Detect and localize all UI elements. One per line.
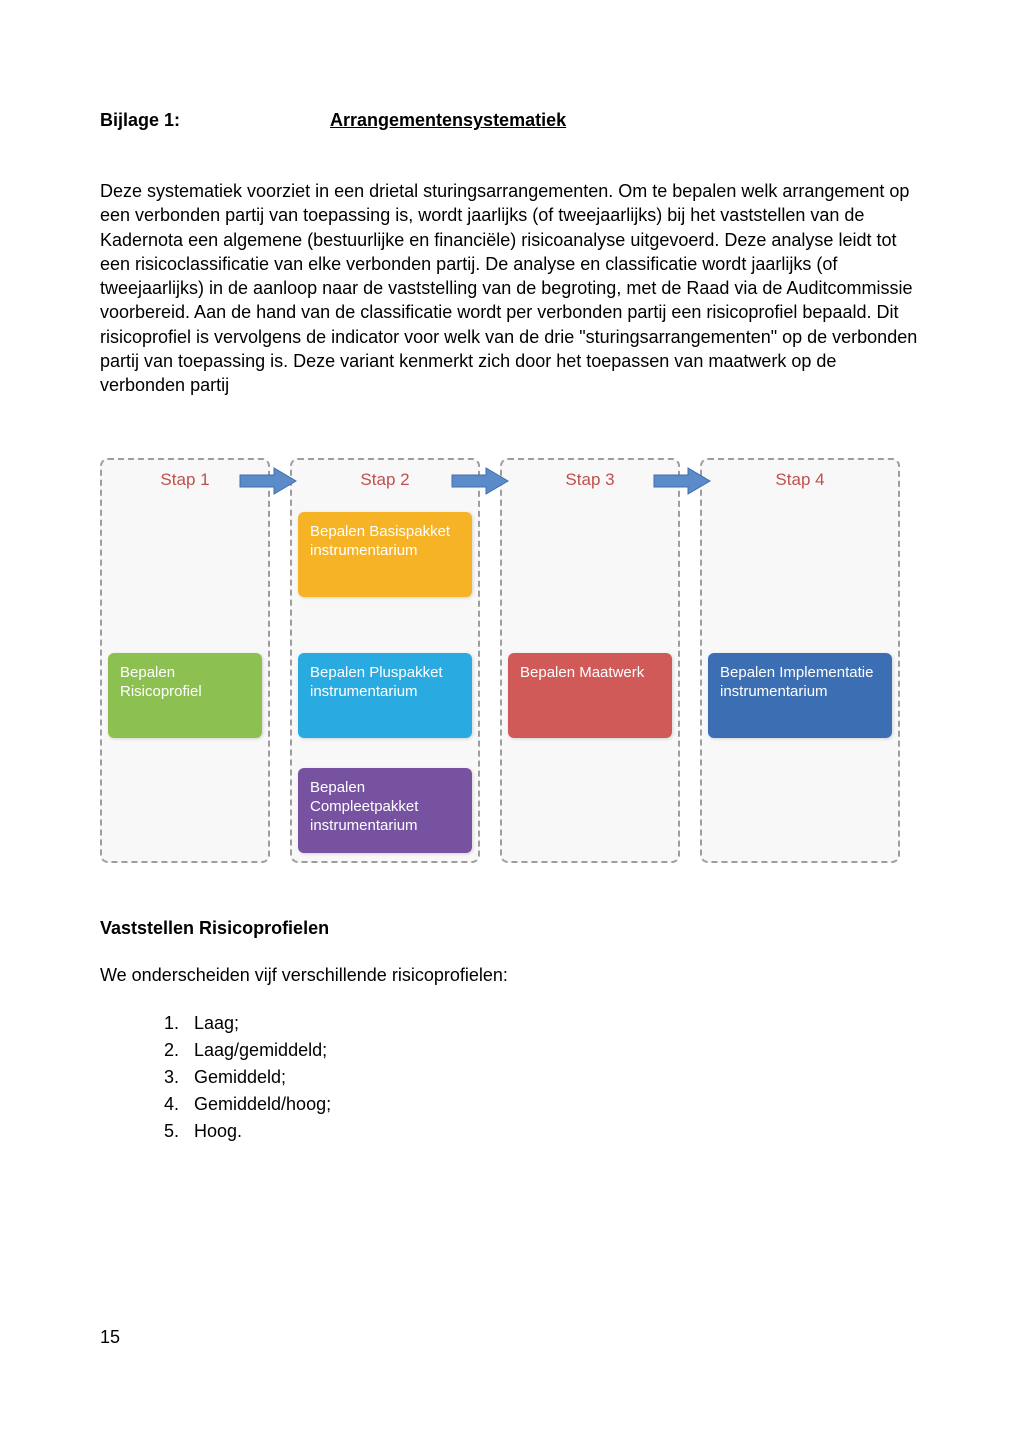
page-heading: Bijlage 1:Arrangementensystematiek bbox=[100, 110, 924, 131]
arrow-icon bbox=[652, 466, 712, 496]
flowchart-box-b6: Bepalen Implementatie instrumentarium bbox=[708, 653, 892, 738]
heading-right: Arrangementensystematiek bbox=[330, 110, 566, 130]
intro-paragraph: Deze systematiek voorziet in een drietal… bbox=[100, 179, 924, 398]
section-title: Vaststellen Risicoprofielen bbox=[100, 918, 924, 939]
flowchart-box-b1: Bepalen Risicoprofiel bbox=[108, 653, 262, 738]
profile-item: Laag; bbox=[184, 1010, 924, 1037]
arrow-icon bbox=[238, 466, 298, 496]
flowchart-box-b4: Bepalen Compleetpakket instrumentarium bbox=[298, 768, 472, 853]
profile-item: Gemiddeld; bbox=[184, 1064, 924, 1091]
flowchart-box-b5: Bepalen Maatwerk bbox=[508, 653, 672, 738]
profile-item: Gemiddeld/hoog; bbox=[184, 1091, 924, 1118]
heading-left: Bijlage 1: bbox=[100, 110, 330, 131]
flowchart-box-b3: Bepalen Pluspakket instrumentarium bbox=[298, 653, 472, 738]
flowchart-diagram: Stap 1Stap 2Stap 3Stap 4Bepalen Risicopr… bbox=[100, 458, 900, 863]
flowchart-box-b2: Bepalen Basispakket instrumentarium bbox=[298, 512, 472, 597]
profile-item: Hoog. bbox=[184, 1118, 924, 1145]
profiles-intro: We onderscheiden vijf verschillende risi… bbox=[100, 965, 924, 986]
arrow-icon bbox=[450, 466, 510, 496]
lane-label: Stap 4 bbox=[702, 470, 898, 490]
profile-item: Laag/gemiddeld; bbox=[184, 1037, 924, 1064]
page-number: 15 bbox=[100, 1327, 120, 1348]
profiles-list: Laag;Laag/gemiddeld;Gemiddeld;Gemiddeld/… bbox=[184, 1010, 924, 1145]
